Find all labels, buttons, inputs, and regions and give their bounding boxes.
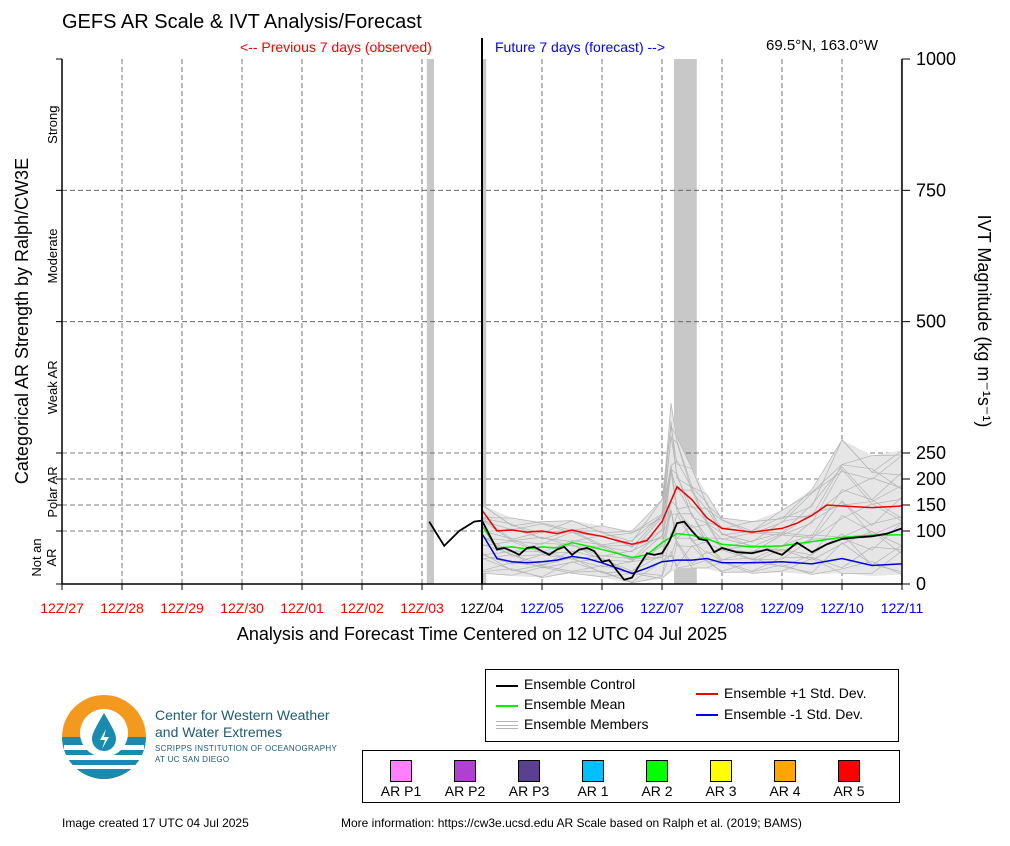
y-axis-ticks: 0 100 150 200 250 500 750 1000 (56, 49, 956, 594)
legend-label-minus-sd: Ensemble -1 Std. Dev. (724, 706, 864, 722)
ivt-chart: 12Z/27 12Z/28 12Z/29 12Z/30 12Z/01 12Z/02 12Z/… (12, 38, 994, 644)
x-tick-label: 12Z/27 (40, 600, 84, 616)
x-tick-label: 12Z/11 (881, 600, 924, 616)
x-tick-label: 12Z/30 (220, 600, 264, 616)
ar-scale-swatch (390, 760, 412, 782)
member-line (481, 471, 903, 561)
ar-scale-swatch (646, 760, 668, 782)
x-tick-label: 12Z/01 (280, 600, 324, 616)
legend-swatch-plus-sd (696, 693, 718, 695)
member-line (481, 531, 903, 576)
ar-scale-label: AR P1 (380, 783, 422, 799)
legend-label-control: Ensemble Control (524, 676, 636, 692)
future-days-label: Future 7 days (forecast) --> (495, 39, 666, 55)
series-ensemble-1-std-dev- (481, 485, 903, 546)
category-labels: Not an AR Polar AR Weak AR Moderate Strong (29, 106, 60, 577)
y-tick-label: 100 (916, 521, 946, 541)
more-info-label: More information: https://cw3e.ucsd.edu … (341, 816, 802, 830)
cw3e-logo-icon (62, 695, 146, 779)
y-axis-label-left: Categorical AR Strength by Ralph/CW3E (12, 158, 32, 484)
x-tick-label: 12Z/08 (700, 600, 744, 616)
x-axis-ticks: 12Z/27 12Z/28 12Z/29 12Z/30 12Z/01 12Z/02 12Z/… (40, 584, 923, 616)
series-ensemble-1-std-dev- (481, 533, 903, 575)
legend-label-members: Ensemble Members (524, 716, 649, 732)
ar-scale-legend: AR P1 AR P2 AR P3 AR 1 AR 2 AR 3 AR 4 AR 5 (362, 750, 900, 803)
shaded-period-1 (482, 59, 487, 584)
category-label: Moderate (45, 229, 60, 284)
x-tick-label: 12Z/28 (100, 600, 144, 616)
location-label: 69.5°N, 163.0°W (766, 37, 879, 54)
y-tick-label: 250 (916, 443, 946, 463)
y-tick-label: 0 (916, 574, 926, 594)
y-tick-label: 1000 (916, 49, 956, 69)
x-tick-label: 12Z/03 (400, 600, 444, 616)
member-line (481, 509, 903, 572)
previous-days-label: <-- Previous 7 days (observed) (240, 39, 432, 55)
ar-scale-label: AR 1 (577, 783, 609, 799)
legend-swatch-members (496, 721, 518, 729)
ar-scale-label: AR P3 (508, 783, 550, 799)
x-tick-label: 12Z/05 (520, 600, 564, 616)
series-legend: Ensemble Control Ensemble Mean Ensemble … (485, 669, 899, 742)
ar-scale-label: AR 2 (641, 783, 673, 799)
member-line (481, 403, 903, 533)
ar-scale-label: AR 3 (705, 783, 737, 799)
y-tick-label: 500 (916, 312, 946, 332)
logo-affiliation-line1: SCRIPPS INSTITUTION OF OCEANOGRAPHY (155, 744, 338, 753)
member-line (481, 425, 903, 534)
category-label: AR (44, 548, 59, 566)
series-lines (428, 485, 903, 581)
image-created-label: Image created 17 UTC 04 Jul 2025 (62, 816, 249, 830)
member-line (481, 550, 903, 584)
legend-swatch-control (496, 685, 518, 687)
logo-affiliation-line2: AT UC SAN DIEGO (155, 755, 230, 764)
ar-scale-swatch (838, 760, 860, 782)
y-tick-label: 750 (916, 180, 946, 200)
category-label: Not an (29, 538, 44, 576)
member-line (481, 468, 903, 553)
y-tick-label: 200 (916, 469, 946, 489)
legend-label-plus-sd: Ensemble +1 Std. Dev. (724, 685, 867, 701)
x-tick-label: 12Z/10 (820, 600, 864, 616)
x-axis-label: Analysis and Forecast Time Centered on 1… (237, 624, 727, 644)
x-tick-label: 12Z/09 (760, 600, 804, 616)
x-tick-label: 12Z/07 (640, 600, 684, 616)
logo-name-line2: and Water Extremes (155, 724, 283, 740)
member-line (481, 509, 903, 575)
category-label: Polar AR (45, 466, 60, 517)
member-line (481, 464, 903, 561)
y-axis-label-right: IVT Magnitude (kg m⁻¹s⁻¹) (974, 215, 994, 428)
ar-scale-label: AR 5 (833, 783, 865, 799)
category-label: Strong (45, 106, 60, 144)
ar-scale-swatch (774, 760, 796, 782)
x-tick-label: 12Z/04 (460, 600, 504, 616)
legend-swatch-mean (496, 705, 518, 707)
legend-label-mean: Ensemble Mean (524, 696, 626, 712)
member-line (481, 533, 903, 574)
chart-title: GEFS AR Scale & IVT Analysis/Forecast (62, 11, 422, 33)
series-ensemble-control (428, 519, 903, 581)
member-line (481, 542, 903, 583)
ar-scale-swatch (518, 760, 540, 782)
category-label: Weak AR (45, 360, 60, 414)
legend-swatch-minus-sd (696, 714, 718, 716)
ar-scale-swatch (454, 760, 476, 782)
member-line (481, 421, 903, 548)
y-tick-label: 150 (916, 495, 946, 515)
ar-scale-label: AR P2 (444, 783, 486, 799)
plot-frame (61, 38, 903, 585)
member-line (481, 425, 903, 543)
ar-scale-label: AR 4 (769, 783, 801, 799)
ar-scale-swatch (710, 760, 732, 782)
x-tick-label: 12Z/06 (580, 600, 624, 616)
member-line (481, 500, 903, 562)
ar-scale-swatch (582, 760, 604, 782)
logo-name-line1: Center for Western Weather (155, 707, 330, 723)
x-tick-label: 12Z/02 (340, 600, 384, 616)
x-tick-label: 12Z/29 (160, 600, 204, 616)
